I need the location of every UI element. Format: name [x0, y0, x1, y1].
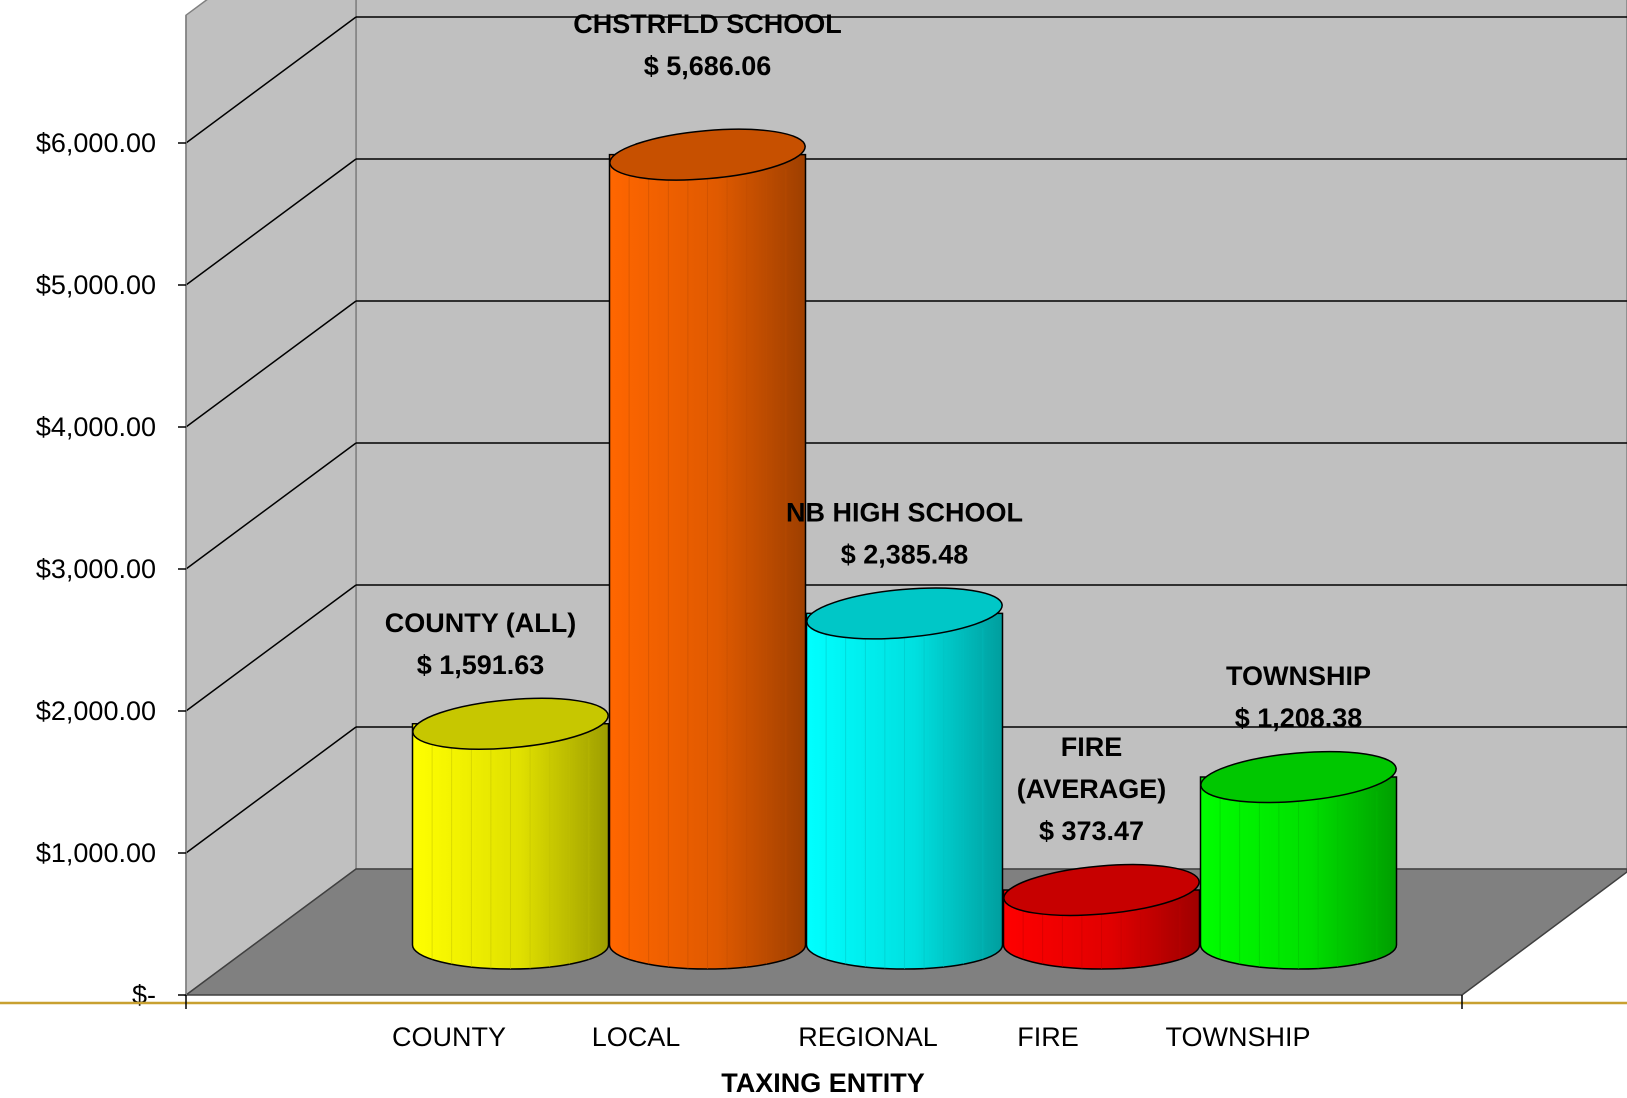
data-label: TOWNSHIP — [1226, 661, 1371, 691]
y-tick-label: $3,000.00 — [36, 554, 156, 584]
x-axis-title: TAXING ENTITY — [721, 1068, 925, 1098]
x-tick-label: COUNTY — [392, 1022, 506, 1052]
y-tick-label: $- — [132, 980, 156, 1010]
y-tick-label: $1,000.00 — [36, 838, 156, 868]
side-wall — [185, 0, 357, 997]
data-label: $ 2,385.48 — [841, 539, 969, 569]
y-tick-label: $5,000.00 — [36, 270, 156, 300]
x-tick-label: LOCAL — [592, 1022, 681, 1052]
data-label: $ 1,208.38 — [1235, 703, 1363, 733]
data-label: (AVERAGE) — [1017, 774, 1167, 804]
cylinder-top — [412, 697, 609, 750]
gridlines — [185, 16, 1627, 854]
y-tick-label: $6,000.00 — [36, 128, 156, 158]
gridline — [185, 300, 357, 428]
gridline — [185, 584, 357, 712]
cylinder-bar — [608, 128, 807, 970]
cylinder-top — [1200, 750, 1397, 804]
cylinder-bar — [805, 587, 1004, 970]
data-label: NB HIGH SCHOOL — [786, 497, 1023, 527]
cylinder-top — [1003, 863, 1200, 917]
cylinder-top — [806, 587, 1003, 640]
x-tick-label: REGIONAL — [798, 1022, 938, 1052]
cylinder-bar — [1002, 863, 1201, 970]
data-labels: COUNTY (ALL) $ 1,591.63 CHSTRFLD SCHOOL $ 5… — [385, 9, 1371, 846]
data-label: $ 5,686.06 — [644, 51, 772, 81]
x-axis: COUNTY LOCAL REGIONAL FIRE TOWNSHIP — [392, 1022, 1311, 1052]
gridline — [185, 158, 357, 286]
data-label: $ 1,591.63 — [417, 650, 545, 680]
y-tick-label: $2,000.00 — [36, 696, 156, 726]
x-tick-label: TOWNSHIP — [1165, 1022, 1310, 1052]
data-label: COUNTY (ALL) — [385, 608, 576, 638]
cylinder-top — [609, 128, 806, 181]
data-label: $ 373.47 — [1039, 816, 1144, 846]
gridline — [185, 442, 357, 570]
cylinder-bar — [1199, 750, 1398, 970]
y-axis: $- $1,000.00 $2,000.00 $3,000.00 $4,000.00 $5… — [0, 15, 1627, 1010]
data-label: CHSTRFLD SCHOOL — [573, 9, 841, 39]
gridline — [185, 726, 357, 854]
gridline — [185, 16, 357, 144]
data-label: FIRE — [1061, 732, 1123, 762]
x-tick-label: FIRE — [1017, 1022, 1079, 1052]
cylinder-bar — [411, 697, 610, 970]
bars — [411, 128, 1398, 970]
y-tick-label: $4,000.00 — [36, 412, 156, 442]
